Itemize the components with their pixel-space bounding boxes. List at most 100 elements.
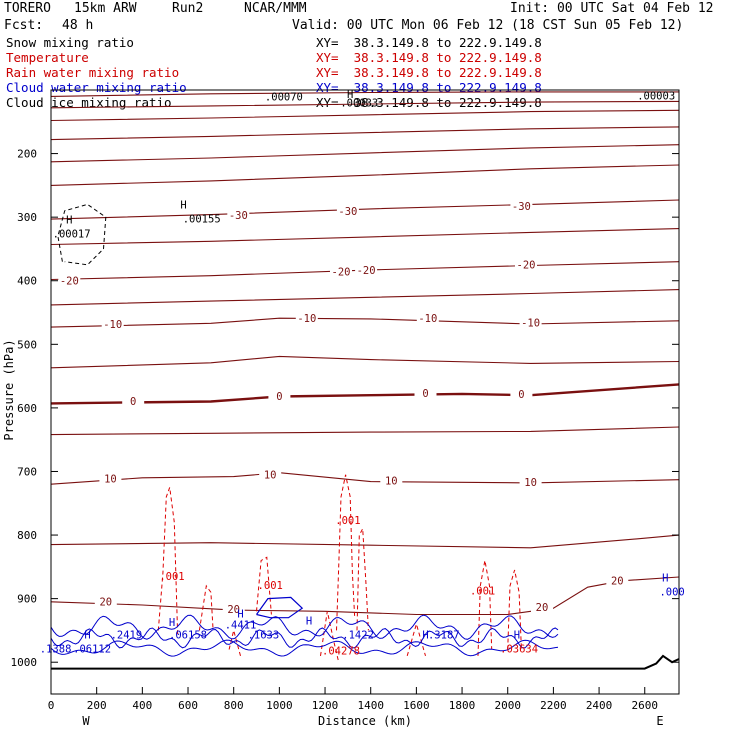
- x-tick-label: 800: [224, 699, 244, 712]
- isotherm-label-bg: [58, 275, 81, 288]
- header-valid: Valid: 00 UTC Mon 06 Feb 12 (18 CST Sun …: [292, 18, 684, 33]
- isotherm-label-bg: [222, 604, 245, 617]
- isotherm-label: -30: [512, 201, 531, 213]
- isotherm-label-bg: [227, 209, 250, 222]
- isotherm-line: [50, 317, 680, 328]
- isotherm-label: 10: [264, 469, 277, 481]
- isotherm-label: -30: [229, 210, 248, 222]
- isotherm-label: -10: [297, 313, 316, 325]
- isotherm-label: 0: [422, 388, 428, 400]
- x-tick-label: 2400: [586, 699, 613, 712]
- y-tick-label: 900: [17, 593, 37, 606]
- isotherm-line: [50, 355, 680, 369]
- isotherm-line: [50, 91, 679, 97]
- x-tick-label: 1200: [312, 699, 339, 712]
- rain-label: .001: [470, 586, 495, 598]
- isotherm-label: -10: [418, 313, 437, 325]
- isotherm-label-bg: [94, 596, 117, 609]
- isotherm-label: 10: [385, 476, 398, 488]
- contour-labels: -30 -30 -30 -20 -20 -20 -20 -10 -10 -10 -10 0 0 0 0 10 1…: [40, 89, 685, 657]
- legend-entry-name: Temperature: [6, 50, 89, 65]
- rain-label: .03634: [500, 644, 538, 656]
- rain-contour: [256, 556, 272, 615]
- plot-frame: [50, 89, 680, 695]
- x-axis-label: Distance (km): [318, 714, 412, 728]
- isotherm-label-bg: [416, 312, 439, 325]
- header-model: TORERO: [4, 1, 51, 16]
- y-tick-label: 200: [17, 148, 37, 161]
- isotherm-label-bg: [355, 265, 378, 278]
- isotherm-label: 0: [130, 396, 136, 408]
- isotherm-label-bg: [259, 469, 282, 482]
- cloud-water-label: .06112: [73, 644, 111, 656]
- cloud-water-contour: [50, 627, 559, 649]
- legend-entry-xy: XY= 38.3.149.8 to 222.9.149.8: [316, 65, 542, 80]
- rain-contour: [336, 474, 356, 631]
- legend-entry-xy: XY= 38.3.149.8 to 222.9.149.8: [316, 35, 542, 50]
- cloud-water-label: H: [84, 630, 90, 642]
- east-label: E: [656, 714, 663, 728]
- rain-contour: [320, 611, 340, 663]
- header-fcst-value: 48 h: [62, 18, 94, 33]
- cloud-water-label: H: [514, 630, 520, 642]
- legend-entry-name: Rain water mixing ratio: [6, 65, 180, 80]
- y-tick-label: 500: [17, 338, 37, 351]
- cloud-water-contour: [50, 614, 559, 640]
- isotherm-line: [50, 534, 680, 549]
- rain-contour: [198, 584, 214, 631]
- header-org: NCAR/MMM: [244, 1, 307, 16]
- isotherm-line: [50, 472, 680, 485]
- isotherm-label: 20: [99, 596, 112, 608]
- rain-contours: [157, 474, 522, 663]
- cloud-water-label: .3187: [428, 630, 460, 642]
- isotherm-label-bg: [510, 201, 533, 213]
- cloud-water-label: H: [662, 572, 668, 584]
- cloud-water-contours: [50, 596, 559, 657]
- rain-contour: [157, 487, 179, 637]
- x-tick-label: 1600: [403, 699, 430, 712]
- isotherm-label: 10: [104, 474, 117, 486]
- isotherm-label: -20: [332, 267, 351, 279]
- x-tick-label: 1800: [449, 699, 476, 712]
- isotherm-label: 20: [227, 604, 240, 616]
- rain-contour: [507, 569, 522, 650]
- rain-label: .001: [258, 580, 283, 592]
- isotherm-label-bg: [519, 476, 542, 489]
- y-tick-label: 600: [17, 402, 37, 415]
- cloud-water-contour: [256, 596, 304, 619]
- cloud-water-label: H: [169, 617, 175, 629]
- rain-contour: [228, 630, 241, 657]
- isotherm-label-bg: [336, 206, 359, 219]
- isotherm-label-bg: [330, 266, 352, 279]
- y-axis-label: Pressure (hPa): [2, 339, 16, 440]
- header-run: Run2: [172, 1, 204, 16]
- isotherm-label: -30: [338, 206, 357, 218]
- cloud-water-label: H: [306, 616, 312, 628]
- cloud-water-label: .1422: [342, 630, 374, 642]
- cloud-water-label: .1633: [248, 630, 280, 642]
- isotherm-label-bg: [380, 475, 403, 488]
- isotherm-label: 0: [276, 391, 282, 403]
- ice-label: .00033: [340, 97, 378, 109]
- x-tick-label: 0: [48, 699, 55, 712]
- isotherm-line: [50, 289, 680, 306]
- ice-label: .00017: [53, 228, 91, 240]
- x-tick-label: 600: [178, 699, 198, 712]
- rain-label: .001: [335, 515, 360, 527]
- ice-label: .00155: [183, 214, 221, 226]
- cloud-water-contour: [50, 639, 559, 657]
- isotherm-label: -20: [60, 275, 79, 287]
- cloud-water-label: H: [422, 630, 428, 642]
- isotherm-label-bg: [122, 396, 145, 409]
- legend-entry-xy: XY= 38.3.149.8 to 222.9.149.8: [316, 50, 542, 65]
- y-tick-label: 1000: [11, 656, 38, 669]
- cloud-water-label: .000: [659, 586, 684, 598]
- isotherm-label-bg: [606, 575, 629, 588]
- isotherm-label: 10: [524, 477, 537, 489]
- isotherm-line: [50, 144, 680, 163]
- terrain-line: [51, 654, 680, 670]
- cloud-water-label: H: [237, 609, 243, 621]
- isotherm-label-bg: [515, 259, 537, 272]
- isotherm-label-bg: [414, 387, 437, 400]
